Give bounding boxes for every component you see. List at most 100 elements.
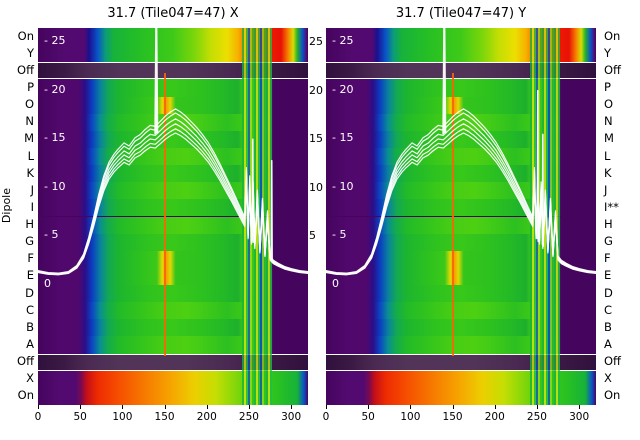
heatmap-row-a [326, 336, 596, 354]
heatmap-row-g [38, 233, 308, 251]
dipole-label-e: E [604, 268, 612, 283]
heatmap-row-h [38, 216, 308, 234]
x-tick-label: 100 [400, 411, 421, 423]
heatmap-panel-x: - 25 - 20 - 15 - 10 - 5 0 [38, 28, 308, 405]
panel-title-x: 31.7 (Tile047=47) X [107, 6, 239, 21]
dipole-label-c: C [25, 302, 34, 317]
dipole-label-d: D [604, 285, 613, 300]
dipole-label-on: On [17, 388, 34, 403]
bandpass-curve [271, 161, 272, 261]
heatmap-row-d [38, 285, 308, 303]
dipole-label-h: H [604, 217, 613, 232]
dipole-label-e: E [26, 268, 34, 283]
heatmap-row-h [326, 216, 596, 234]
heatmap-row-p [326, 79, 596, 97]
dipole-label-n: N [25, 114, 34, 129]
x-tick-mark [291, 405, 293, 409]
dipole-label-a: A [26, 337, 34, 352]
dipole-label-o: O [604, 97, 614, 112]
bandpass-curve [326, 124, 596, 274]
heatmap-row-e [326, 267, 596, 286]
x-tick-mark [80, 405, 82, 409]
x-tick-mark [38, 405, 39, 409]
dipole-label-g: G [604, 234, 613, 249]
heatmap-row-f [38, 250, 308, 268]
dipole-label-l: L [27, 148, 34, 163]
heatmap-row-x [326, 370, 596, 388]
power-tick-label-left: - 10 [44, 179, 66, 193]
power-tick-label-left: - 5 [44, 228, 59, 242]
heatmap-row-n [38, 113, 308, 131]
bandpass-curve [38, 133, 308, 275]
x-tick-mark [326, 405, 327, 409]
heatmap-row-b [38, 319, 308, 337]
heatmap-row-l [38, 147, 308, 166]
dipole-label-m: M [24, 131, 34, 146]
power-tick-label-left: - 15 [44, 131, 66, 145]
dipole-label-c: C [604, 302, 613, 317]
dipole-label-off: Off [604, 62, 621, 77]
x-tick-mark [494, 405, 496, 409]
dipole-label-i: I [30, 199, 34, 214]
x-tick-label: 300 [569, 411, 590, 423]
dipole-label-m: M [604, 131, 614, 146]
heatmap-row-l [326, 147, 596, 166]
heatmap-row-y [38, 45, 308, 63]
x-tick-label: 250 [238, 411, 259, 423]
heatmap-row-o [326, 96, 596, 114]
x-tick-mark [122, 405, 124, 409]
dipole-label-i: I** [604, 199, 619, 214]
x-tick-label: 150 [442, 411, 463, 423]
bandpass-curve [326, 133, 596, 275]
orange-spike-line [452, 73, 455, 356]
heatmap-row-c [326, 302, 596, 320]
power-tick-label-left: - 25 [332, 34, 354, 48]
x-tick-mark [536, 405, 538, 409]
power-tick-label-right: 10 [309, 180, 323, 194]
power-tick-label-right: 20 [309, 83, 323, 97]
dipole-label-n: N [604, 114, 613, 129]
dipole-label-off: Off [17, 62, 34, 77]
power-tick-label-right: 5 [309, 229, 316, 243]
bandpass-curves [38, 28, 308, 405]
power-ticks-right-of-left-panel: 25 20 15 10 5 [309, 28, 326, 405]
x-tick-mark [452, 405, 454, 409]
bandpass-curve [326, 109, 596, 273]
dipole-label-p: P [27, 79, 34, 94]
power-tick-label-left: - 5 [332, 228, 347, 242]
dipole-label-o: O [24, 97, 34, 112]
heatmap-row-c [38, 302, 308, 320]
dipole-label-h: H [25, 217, 34, 232]
bandpass-curve [38, 109, 308, 273]
x-tick-label: 50 [73, 411, 87, 423]
power-tick-label-left: - 25 [44, 34, 66, 48]
heatmap-row-on [38, 387, 308, 405]
bandpass-curve [326, 119, 596, 274]
x-tick-mark [579, 405, 581, 409]
heatmap-row-e [38, 267, 308, 286]
bandpass-curve [542, 134, 543, 246]
heatmap-row-p [38, 79, 308, 97]
x-tick-label: 0 [34, 411, 42, 423]
heatmap-row-b [326, 319, 596, 337]
power-tick-label-left: 0 [44, 277, 51, 290]
dipole-label-y: Y [604, 45, 612, 60]
power-tick-label-left: - 15 [332, 131, 354, 145]
dipole-label-d: D [25, 285, 34, 300]
heatmap-row-off [326, 62, 596, 80]
dipole-label-j: J [604, 182, 608, 197]
bandpass-curve [537, 91, 538, 242]
power-tick-label-left: - 20 [332, 82, 354, 96]
x-tick-label: 250 [526, 411, 547, 423]
dipole-label-g: G [25, 234, 34, 249]
dipole-label-j: J [30, 182, 34, 197]
heatmap-row-y [326, 45, 596, 63]
heatmap-row-n [326, 113, 596, 131]
bandpass-curve [252, 139, 253, 242]
heatmap-row-m [38, 130, 308, 148]
x-tick-label: 300 [281, 411, 302, 423]
heatmap-row-off [38, 62, 308, 80]
x-tick-mark [410, 405, 412, 409]
power-tick-label-left: 0 [332, 277, 339, 290]
power-tick-label-left: - 20 [44, 82, 66, 96]
